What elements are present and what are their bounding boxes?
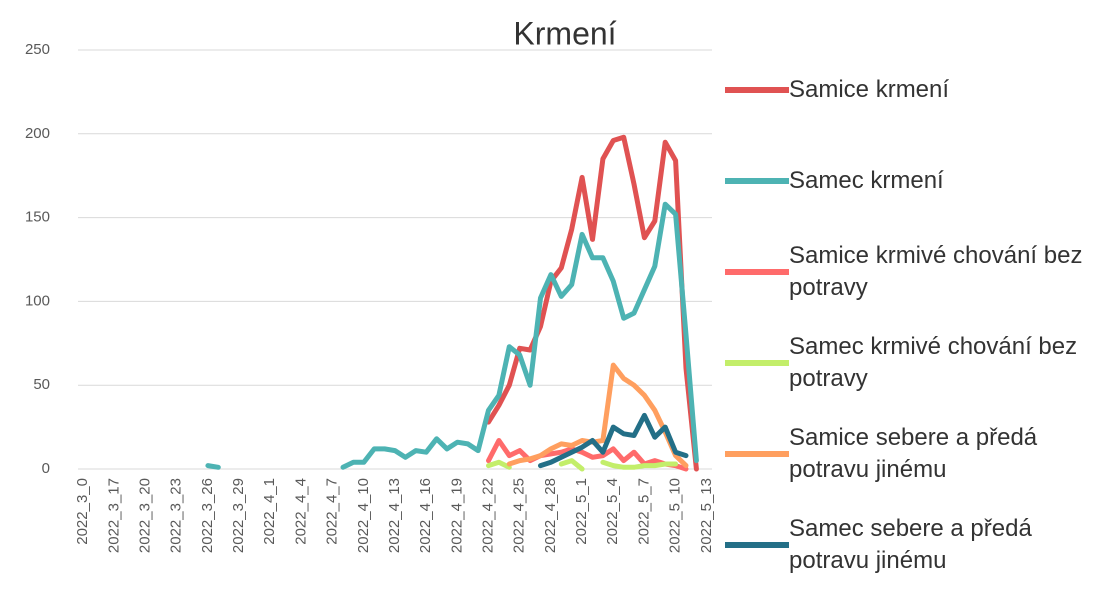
legend-item: Samec sebere a předá potravu jinému: [725, 505, 1090, 585]
x-tick-label: 2022_3_0: [74, 478, 91, 545]
legend-label: Samice krmení: [789, 75, 950, 103]
x-tick-label: 2022_4_22: [480, 478, 497, 553]
y-tick-label: 150: [25, 209, 50, 226]
x-tick-label: 2022_4_16: [417, 478, 434, 553]
legend-label: Samice sebere a předá potravu jinému: [789, 423, 1038, 483]
legend-label: Samice krmivé chování bez potravy: [789, 241, 1083, 301]
y-tick-label: 0: [42, 460, 50, 477]
series-line: [486, 134, 699, 472]
chart-title: Krmení: [513, 15, 616, 51]
x-tick-label: 2022_5_7: [635, 478, 652, 545]
x-tick-label: 2022_3_23: [168, 478, 185, 553]
legend-swatch: [725, 269, 789, 275]
legend-label: Samec krmení: [789, 166, 944, 194]
x-tick-label: 2022_3_26: [199, 478, 216, 553]
legend-swatch: [725, 451, 789, 457]
x-tick-label: 2022_4_28: [542, 478, 559, 553]
x-tick-label: 2022_4_25: [511, 478, 528, 553]
series-line: [205, 201, 699, 470]
x-tick-label: 2022_4_10: [355, 478, 372, 553]
x-tick-label: 2022_4_7: [324, 478, 341, 545]
legend-item: Samec krmivé chování bez potravy: [725, 323, 1090, 403]
x-tick-label: 2022_5_4: [604, 478, 621, 545]
legend-swatch: [725, 542, 789, 548]
x-tick-label: 2022_5_13: [698, 478, 715, 553]
y-tick-label: 200: [25, 125, 50, 142]
x-tick-label: 2022_4_13: [386, 478, 403, 553]
legend-label: Samec sebere a předá potravu jinému: [789, 514, 1032, 574]
x-tick-label: 2022_3_17: [105, 478, 122, 553]
series-line: [486, 438, 689, 472]
legend-item: Samice sebere a předá potravu jinému: [725, 414, 1090, 494]
series-line: [538, 412, 689, 469]
x-tick-label: 2022_3_29: [230, 478, 247, 553]
series-line: [486, 458, 679, 472]
legend-item: Samice krmivé chování bez potravy: [725, 232, 1090, 312]
x-tick-label: 2022_5_10: [667, 478, 684, 553]
legend-swatch: [725, 360, 789, 366]
legend-swatch: [725, 87, 789, 93]
legend-swatch: [725, 178, 789, 184]
legend-item: Samice krmení: [725, 50, 1090, 130]
x-tick-label: 2022_5_1: [573, 478, 590, 545]
legend-label: Samec krmivé chování bez potravy: [789, 332, 1078, 392]
legend-item: Samec krmení: [725, 141, 1090, 221]
x-tick-label: 2022_4_1: [261, 478, 278, 545]
y-tick-label: 250: [25, 41, 50, 58]
x-tick-label: 2022_3_20: [137, 478, 154, 553]
legend: Samice krmení Samec krmení Samice krmivé c…: [725, 50, 1090, 585]
x-tick-label: 2022_4_4: [292, 478, 309, 545]
y-tick-label: 50: [33, 376, 50, 393]
y-tick-label: 100: [25, 292, 50, 309]
series-line: [506, 362, 689, 469]
x-tick-label: 2022_4_19: [448, 478, 465, 553]
